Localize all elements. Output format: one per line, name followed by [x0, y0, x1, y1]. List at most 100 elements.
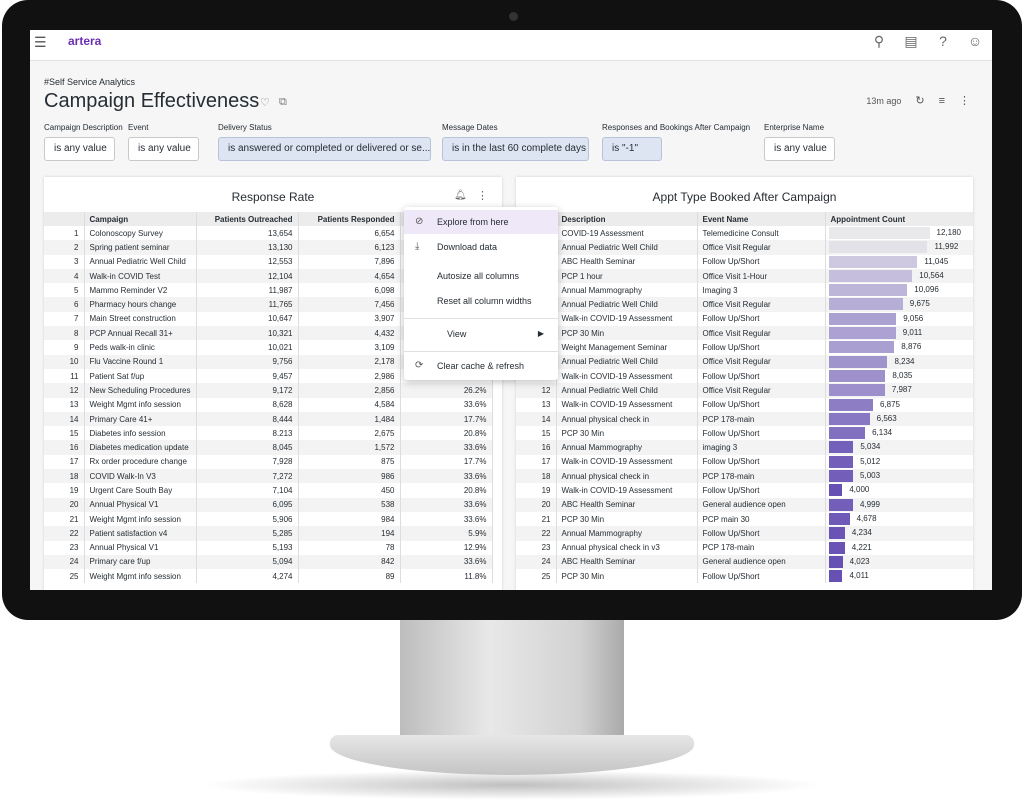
filter-value-button[interactable]: is "-1": [602, 137, 662, 161]
bar-value: 7,987: [891, 385, 912, 395]
table-cell: Flu Vaccine Round 1: [84, 354, 197, 369]
table-cell: 6,654: [298, 226, 401, 241]
table-row: 10 Annual Pediatric Well Child Office Vi…: [516, 354, 973, 369]
tile-menu-icon[interactable]: ⋮: [477, 190, 488, 202]
table-cell: Mammo Reminder V2: [84, 283, 197, 298]
monitor-base: [330, 735, 694, 775]
bar-cell: 11,992: [825, 240, 973, 255]
column-header[interactable]: Patients Outreached: [196, 212, 299, 226]
more-icon[interactable]: ⋮: [959, 95, 970, 107]
table-cell: 450: [298, 483, 401, 498]
table-cell: 12,104: [196, 268, 299, 284]
bar-cell: 9,675: [825, 297, 973, 312]
table-cell: 7,456: [298, 297, 401, 312]
table-cell: Office Visit 1-Hour: [697, 268, 826, 284]
column-header[interactable]: Description: [556, 212, 698, 226]
table-cell: New Scheduling Procedures: [84, 383, 197, 398]
filter-value-button[interactable]: is any value: [764, 137, 835, 161]
table-cell: 7: [44, 311, 85, 327]
appt-type-tile: Appt Type Booked After Campaign Descript…: [516, 177, 973, 590]
tile-title: Response Rate: [231, 190, 315, 204]
breadcrumb[interactable]: #Self Service Analytics: [44, 77, 136, 87]
bar-value: 12,180: [936, 228, 961, 237]
last-updated: 13m ago: [866, 95, 902, 106]
table-cell: Walk-in COVID-19 Assessment: [556, 397, 698, 412]
column-header[interactable]: Patients Responded: [298, 212, 401, 226]
filter-value-button[interactable]: is any value: [44, 137, 115, 161]
table-cell: 5,906: [196, 511, 299, 527]
table-cell: Follow Up/Short: [697, 426, 826, 441]
filter-value-button[interactable]: is answered or completed or delivered or…: [218, 137, 431, 161]
table-cell: 17: [516, 454, 557, 470]
account-icon[interactable]: ☺: [967, 33, 983, 49]
table-cell: 22: [516, 526, 557, 541]
table-cell: 538: [298, 497, 401, 512]
marketplace-icon[interactable]: ▤: [904, 33, 918, 49]
table-cell: Walk-in COVID-19 Assessment: [556, 454, 698, 470]
heart-icon[interactable]: ♡: [260, 97, 270, 109]
table-cell: Annual Pediatric Well Child: [556, 240, 698, 255]
filter-1: Event is any value: [128, 123, 199, 161]
table-cell: 10,321: [196, 326, 299, 341]
bar: [828, 527, 845, 540]
table-row: 23 Annual physical check in v3 PCP 178-m…: [516, 540, 973, 555]
menu-item-clear-cache[interactable]: ⟳ Clear cache & refresh: [404, 354, 558, 378]
refresh-icon[interactable]: ↻: [915, 95, 925, 107]
menu-item-view[interactable]: View ▶: [404, 322, 558, 346]
logo[interactable]: artera: [68, 34, 102, 48]
monitor-shadow: [200, 770, 824, 800]
bar-cell: 6,563: [825, 411, 973, 427]
table-cell: 18: [516, 469, 557, 484]
menu-item-download[interactable]: ⤓ Download data: [404, 235, 558, 259]
bar-cell: 5,012: [825, 454, 973, 470]
table-cell: Rx order procedure change: [84, 454, 197, 470]
table-cell: 2,986: [298, 368, 401, 384]
table-cell: Annual Pediatric Well Child: [84, 254, 197, 269]
table-cell: 20.8%: [400, 483, 493, 498]
table-cell: Annual physical check in: [556, 411, 698, 427]
menu-item-autosize[interactable]: Autosize all columns: [404, 264, 558, 288]
table-cell: COVID Walk-In V3: [84, 469, 197, 484]
bar: [828, 369, 886, 382]
filter-2: Delivery Status is answered or completed …: [218, 123, 431, 161]
table-cell: 3,907: [298, 311, 401, 327]
hamburger-icon[interactable]: ☰: [34, 34, 47, 50]
table-row: 19 Walk-in COVID-19 Assessment Follow Up…: [516, 483, 973, 498]
bar: [828, 498, 853, 511]
divider: [404, 318, 558, 319]
help-icon[interactable]: ?: [939, 33, 947, 49]
table-row: 17 Walk-in COVID-19 Assessment Follow Up…: [516, 454, 973, 470]
bar-value: 4,000: [849, 485, 870, 495]
table-row: 24 ABC Health Seminar General audience o…: [516, 554, 973, 570]
bar-cell: 8,035: [825, 368, 973, 384]
table-cell: 20: [516, 497, 557, 512]
menu-item-reset-widths[interactable]: Reset all column widths: [404, 289, 558, 313]
search-icon[interactable]: ⚲: [873, 33, 885, 49]
table-cell: 4: [44, 268, 85, 284]
table-cell: 19: [516, 483, 557, 498]
bar-value: 4,221: [851, 542, 872, 552]
bar: [828, 298, 903, 311]
filter-value-button[interactable]: is in the last 60 complete days: [442, 137, 589, 161]
bar: [828, 327, 896, 340]
bar-cell: 11,045: [825, 254, 973, 269]
table-row: 12 Annual Pediatric Well Child Office Vi…: [516, 383, 973, 398]
column-header[interactable]: Event Name: [697, 212, 826, 226]
bar: [828, 541, 845, 554]
table-cell: Colonoscopy Survey: [84, 226, 197, 241]
column-header[interactable]: Campaign: [84, 212, 197, 226]
add-to-board-icon[interactable]: ⧉: [279, 96, 287, 108]
bar: [828, 512, 850, 525]
table-cell: 21: [44, 511, 85, 527]
bar: [828, 484, 843, 497]
bell-icon[interactable]: 🔔︎: [454, 190, 467, 201]
bar-cell: 4,023: [825, 554, 973, 570]
column-header[interactable]: [44, 212, 85, 226]
filter-4: Responses and Bookings After Campaign is …: [602, 123, 750, 161]
filter-value-button[interactable]: is any value: [128, 137, 199, 161]
menu-item-explore[interactable]: ⊘ Explore from here: [404, 210, 558, 234]
column-header[interactable]: Appointment Count: [825, 212, 973, 226]
table-cell: 78: [298, 540, 401, 555]
table-cell: 16: [516, 440, 557, 455]
filter-icon[interactable]: ≡: [938, 94, 945, 107]
